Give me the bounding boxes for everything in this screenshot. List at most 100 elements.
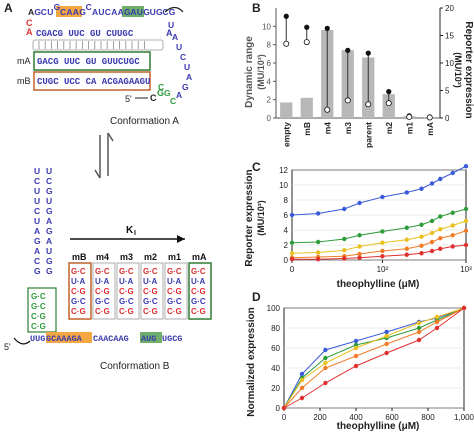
chart-c-plot: 0 2 4 6 8 10 12 0 10² 10³ [279, 164, 472, 274]
d-series-line [283, 307, 465, 409]
mutant-pair: U·A [95, 277, 109, 286]
c-point [342, 256, 347, 261]
panel-letter-d: D [252, 290, 261, 304]
mutant-pair: C·G [95, 287, 110, 296]
c-point [450, 244, 455, 249]
c-y-tick-label: 2 [284, 241, 289, 250]
stem-letter-left: U [34, 216, 40, 226]
c-point [419, 243, 424, 248]
c-point [438, 176, 443, 182]
mutant-pair: G·C [95, 297, 110, 306]
d-y-tick-label: 0 [276, 404, 281, 413]
mutant-pair: G·C [167, 297, 182, 306]
stem-letter-right: A [46, 216, 52, 226]
b-left-axis-title: Dynamic range [244, 36, 255, 108]
top-seq-letter: U [98, 7, 104, 17]
b-right-tick-label: 20 [445, 4, 454, 13]
mutant-pair: G·C [167, 267, 182, 276]
stem-letter-right: G [46, 186, 53, 196]
loop-letter: C [180, 52, 186, 62]
c-point [357, 233, 362, 238]
mutant-pair: C·G [143, 287, 158, 296]
stem-letter-left: A [34, 246, 40, 256]
top-seq-letter: U [137, 7, 143, 17]
d-point [461, 305, 467, 311]
panel-letter-b: B [252, 1, 261, 15]
c-point [315, 250, 321, 255]
top-seq-letter: U [150, 7, 156, 17]
stem-letter-right: U [46, 246, 52, 256]
mb-label: mB [17, 76, 31, 86]
b-right-tick-label: 10 [445, 59, 454, 68]
bottom-hilite-2: AUG [141, 334, 156, 344]
d-y-tick-label: 100 [267, 304, 281, 313]
c-point [289, 240, 295, 245]
c-point [450, 170, 455, 176]
c-point [429, 239, 435, 245]
d-point [353, 338, 359, 344]
five-prime-b: 5' [4, 342, 11, 352]
c-point [429, 218, 435, 224]
d-y-tick-label: 60 [271, 344, 280, 353]
mutant-pair: C·G [191, 287, 206, 296]
d-point [353, 345, 359, 351]
mutant-pair: U·A [119, 277, 133, 286]
pairing-lines [32, 39, 164, 51]
d-point [299, 385, 305, 391]
top-seq-letter: C [105, 7, 111, 17]
d-point [353, 363, 359, 369]
d-point [434, 319, 440, 325]
mb-sequence: CUGC UCC CA ACGAGAAGU [37, 77, 150, 87]
mutant-pair: C·G [143, 307, 158, 316]
c-point [438, 246, 443, 251]
d-x-tick-label: 0 [282, 413, 287, 422]
mutant-box-m2 [140, 262, 164, 320]
c-point [289, 251, 295, 256]
stem-letter-right: A [46, 236, 52, 246]
top-seq-letter: G [34, 7, 41, 17]
mutant-pair: C·G [71, 287, 86, 296]
bottom-hilite-1: GCAAAGA [46, 334, 83, 344]
b-dumbbell-high [365, 50, 371, 56]
loop-letter: U [168, 20, 174, 30]
b-dumbbell-high [283, 13, 289, 19]
b-dumbbell-high [345, 47, 351, 53]
c-point [429, 230, 435, 236]
mutant-label-mA: mA [192, 252, 207, 262]
mutant-pair: C·G [191, 307, 206, 316]
d-point [416, 320, 422, 326]
d-point [434, 314, 440, 320]
mutant-pair: U·A [191, 277, 205, 286]
b-dumbbell-low [406, 113, 413, 120]
c-point [315, 257, 321, 262]
mutant-pair: U·A [143, 277, 157, 286]
panel-letter-c: C [252, 160, 261, 174]
d-point [323, 365, 328, 371]
d-point [353, 353, 359, 359]
c-point [342, 206, 347, 212]
top-seq-letter: G [143, 7, 150, 17]
d-series-line [283, 307, 465, 409]
c-point [289, 257, 295, 262]
c-point [357, 200, 362, 206]
b-category-label: m1 [404, 122, 414, 135]
top-seq-letter: G [79, 7, 86, 17]
five-prime-curve-b [13, 337, 31, 345]
c-point [315, 239, 321, 245]
stem-letter-left: U [34, 186, 40, 196]
b-left-tick-label: 6 [267, 59, 272, 68]
stem-letter-left: C [34, 206, 40, 216]
d-point [299, 395, 305, 401]
c-point [357, 255, 362, 260]
top-seq-letter: G [156, 7, 163, 17]
aug-highlight-top [122, 6, 144, 17]
b-dumbbell-low [303, 39, 310, 46]
c-point [438, 227, 443, 232]
c-point [380, 248, 385, 254]
mutant-pair: G·C [71, 267, 86, 276]
d-point [299, 371, 305, 377]
c-point [419, 251, 424, 256]
d-x-tick-label: 1,000 [454, 413, 474, 422]
mutant-pair: G·C [143, 297, 158, 306]
